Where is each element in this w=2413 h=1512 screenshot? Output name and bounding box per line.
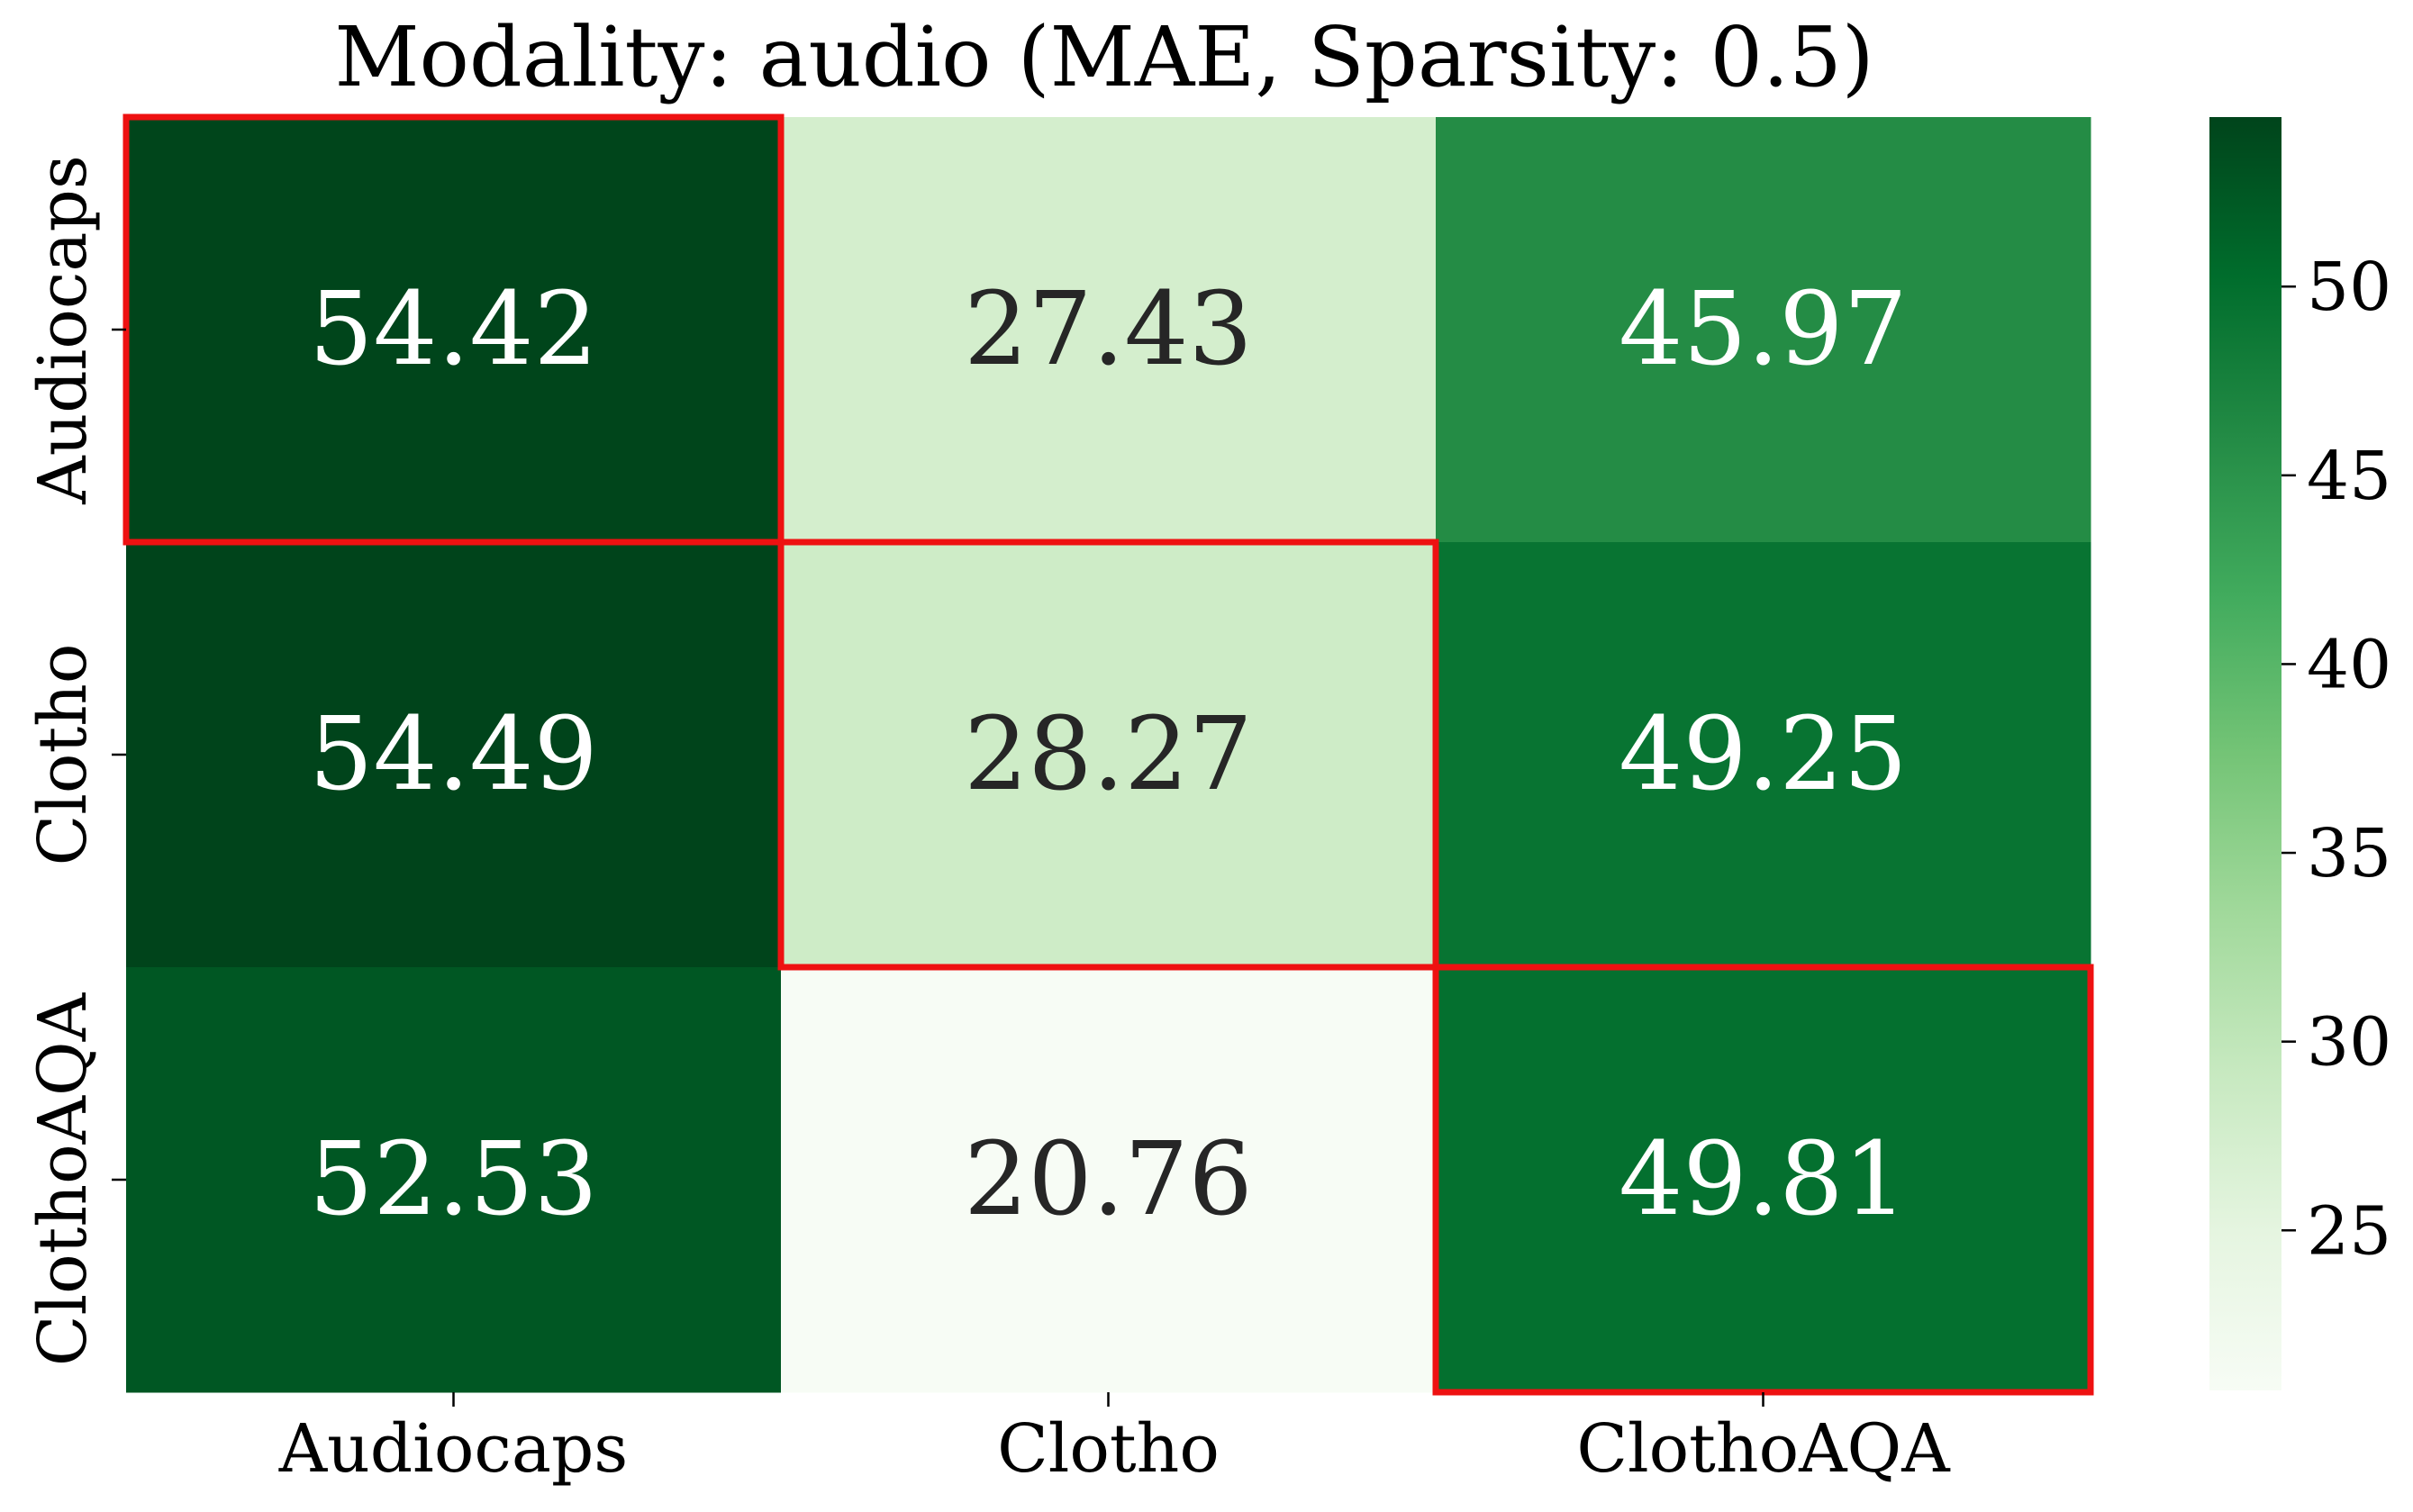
x-tick-label: ClothoAQA [1576, 1410, 1951, 1488]
heatmap-cell [126, 542, 782, 968]
colorbar-tick-label: 35 [2307, 815, 2391, 892]
heatmap-cell-labels: 54.42 27.43 45.97 54.49 28.27 49.25 52.53 20.76… [309, 271, 1908, 1238]
cell-value-label: 54.49 [309, 696, 598, 813]
cell-value-label: 49.25 [1619, 696, 1908, 813]
y-tick-label: Clotho [24, 644, 102, 866]
chart-title: Modality: audio (MAE, Sparsity: 0.5) [334, 9, 1873, 105]
colorbar-tick-label: 25 [2307, 1192, 2391, 1270]
colorbar-tick-label: 45 [2307, 438, 2391, 515]
colorbar-gradient [2209, 117, 2281, 1390]
y-tick-label: Audiocaps [24, 155, 102, 505]
heatmap-cells [126, 117, 2091, 1393]
heatmap-cell [781, 117, 1437, 543]
x-tick-label: Clotho [997, 1410, 1220, 1488]
colorbar: 25 30 35 40 45 50 [2209, 117, 2391, 1390]
cell-value-label: 20.76 [964, 1121, 1253, 1238]
cell-value-label: 52.53 [309, 1121, 598, 1238]
heatmap-cell [126, 967, 782, 1393]
colorbar-tick-label: 50 [2307, 249, 2391, 326]
cell-value-label: 28.27 [964, 696, 1253, 813]
colorbar-tick-label: 40 [2307, 626, 2391, 703]
colorbar-ticks: 25 30 35 40 45 50 [2281, 249, 2391, 1270]
cell-value-label: 54.42 [309, 271, 598, 388]
cell-value-label: 45.97 [1619, 271, 1908, 388]
heatmap-cell [1436, 542, 2091, 968]
heatmap-cell [1436, 967, 2091, 1393]
cell-value-label: 27.43 [964, 271, 1253, 388]
highlight-box [777, 539, 1439, 971]
heatmap-cell [781, 542, 1437, 968]
heatmap-cell [781, 967, 1437, 1393]
x-axis: Audiocaps Clotho ClothoAQA [278, 1392, 1951, 1488]
x-tick-label: Audiocaps [278, 1410, 629, 1488]
heatmap-cell [126, 117, 782, 543]
y-axis: Audiocaps Clotho ClothoAQA [24, 155, 126, 1366]
colorbar-tick-label: 30 [2307, 1004, 2391, 1082]
heatmap-cell [1436, 117, 2091, 543]
cell-value-label: 49.81 [1619, 1121, 1908, 1238]
y-tick-label: ClothoAQA [24, 991, 102, 1366]
